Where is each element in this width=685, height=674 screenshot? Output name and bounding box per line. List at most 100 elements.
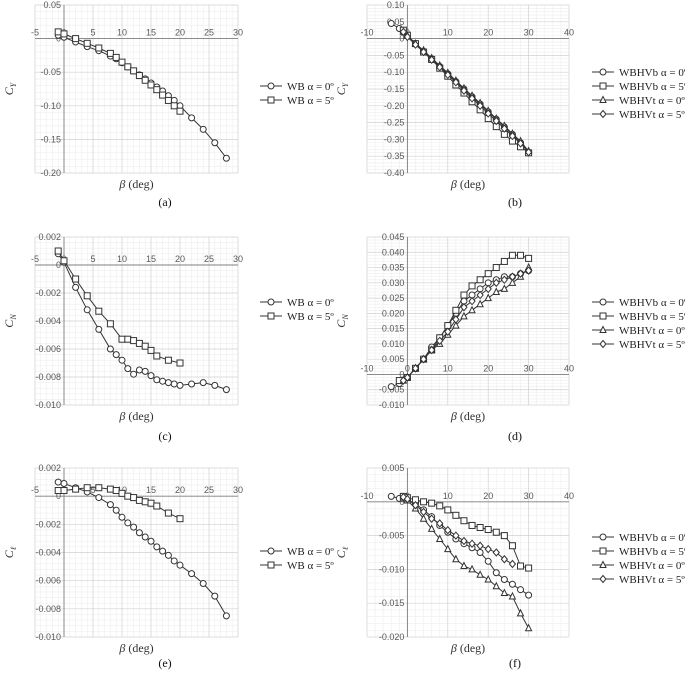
y-tick-label: -0.004 <box>35 316 61 326</box>
x-tick-label: 0 <box>405 363 410 373</box>
y-tick-label: 0.10 <box>387 0 405 10</box>
data-point <box>135 72 143 80</box>
data-point <box>484 270 492 278</box>
data-point <box>419 514 428 522</box>
data-point <box>106 49 114 57</box>
panel-f-series-1 <box>399 492 533 572</box>
data-point <box>118 356 126 364</box>
data-point <box>106 485 114 493</box>
y-tick-label: -0.004 <box>35 548 61 558</box>
data-point <box>95 44 103 52</box>
data-point <box>452 320 460 329</box>
x-tick-label: -5 <box>31 485 39 495</box>
legend-marker <box>599 339 607 349</box>
legend-marker <box>267 312 275 320</box>
panel-c: -5 0 5 10 15 20 25 30 -0.010 -0.008 -0.006 -0.004 -0… <box>2 232 334 443</box>
y-tick-label: 0 <box>399 497 404 507</box>
y-tick-label: -0.25 <box>384 118 405 128</box>
legend-marker <box>267 96 275 104</box>
data-point <box>95 325 103 333</box>
data-point <box>112 506 120 514</box>
data-point <box>500 588 509 597</box>
data-point <box>141 76 149 84</box>
y-tick-label: -0.006 <box>35 576 61 586</box>
panel-c-ylabel: CN <box>2 314 18 328</box>
x-tick-label: 30 <box>524 28 534 38</box>
legend-label: WBHVb α = 5º <box>619 81 685 93</box>
data-point <box>516 139 525 148</box>
data-point <box>492 116 500 126</box>
data-point <box>436 336 444 346</box>
data-point <box>387 492 395 500</box>
legend-label: WBHVt α = 0º <box>619 95 685 107</box>
data-point <box>112 351 120 359</box>
y-tick-label: 0.005 <box>382 354 405 364</box>
data-point <box>443 544 452 553</box>
legend-label: WBHVt α = 5º <box>619 339 685 351</box>
data-point <box>222 386 230 394</box>
data-point <box>411 364 420 373</box>
data-point <box>436 62 444 72</box>
x-tick-label: 10 <box>117 28 127 38</box>
data-point <box>452 531 460 540</box>
x-tick-label: 25 <box>204 254 214 264</box>
panel-a-legend: WB α = 0º WB α = 5º <box>260 81 334 107</box>
data-point <box>500 124 509 133</box>
x-tick-label: -10 <box>360 28 373 38</box>
data-point <box>484 284 492 294</box>
x-tick-label: -10 <box>360 363 373 373</box>
data-point <box>492 287 501 295</box>
data-point <box>517 586 525 594</box>
panel-e-series-1 <box>54 484 184 523</box>
y-tick-label: 0 <box>399 34 404 44</box>
data-point <box>170 380 178 388</box>
data-point <box>403 373 412 382</box>
y-tick-label: 0.002 <box>38 232 61 242</box>
panel-f-grid <box>366 467 570 638</box>
legend-marker <box>599 68 607 76</box>
data-point <box>135 339 143 347</box>
data-point <box>411 40 420 49</box>
panel-c-caption: (c) <box>158 429 171 443</box>
data-point <box>170 557 178 565</box>
data-point <box>83 292 91 300</box>
data-point <box>135 496 143 504</box>
data-point <box>153 352 161 360</box>
data-point <box>525 564 533 572</box>
legend-label: WBHVt α = 5º <box>619 109 685 121</box>
data-point <box>517 562 525 570</box>
data-point <box>147 346 155 354</box>
legend-marker <box>599 109 607 119</box>
data-point <box>484 109 492 118</box>
data-point <box>72 35 80 43</box>
data-point <box>211 139 219 147</box>
y-tick-label: -0.05 <box>384 50 405 60</box>
data-point <box>188 114 196 122</box>
data-point <box>444 70 452 80</box>
panel-e-series-0 <box>54 478 230 620</box>
data-point <box>500 576 508 584</box>
data-point <box>106 345 114 353</box>
y-tick-label: 0.05 <box>387 17 405 27</box>
y-tick-label: -0.05 <box>40 67 61 77</box>
data-point <box>500 257 508 265</box>
data-point <box>468 296 476 306</box>
x-tick-label: 30 <box>233 485 243 495</box>
data-point <box>141 367 149 375</box>
x-tick-label: -10 <box>360 491 373 501</box>
y-tick-label: 0.05 <box>43 0 61 10</box>
data-point <box>492 581 501 590</box>
data-point <box>130 337 138 345</box>
y-tick-label: 0 <box>56 491 61 501</box>
legend-marker <box>599 95 607 103</box>
x-tick-label: 25 <box>204 28 214 38</box>
data-point <box>188 570 196 578</box>
legend-label: WBHVb α = 0º <box>619 532 685 544</box>
panel-a-xlabel: β (deg) <box>118 177 153 191</box>
data-point <box>427 524 436 532</box>
panel-b-xlabel: β (deg) <box>450 177 485 191</box>
data-point <box>484 293 493 302</box>
panel-f-legend: WBHVb α = 0º WBHVb α = 5º WBHVt α = 0º WBHV… <box>592 532 685 586</box>
data-point <box>476 549 484 556</box>
panel-f-ylabel: Cℓ <box>334 546 350 558</box>
